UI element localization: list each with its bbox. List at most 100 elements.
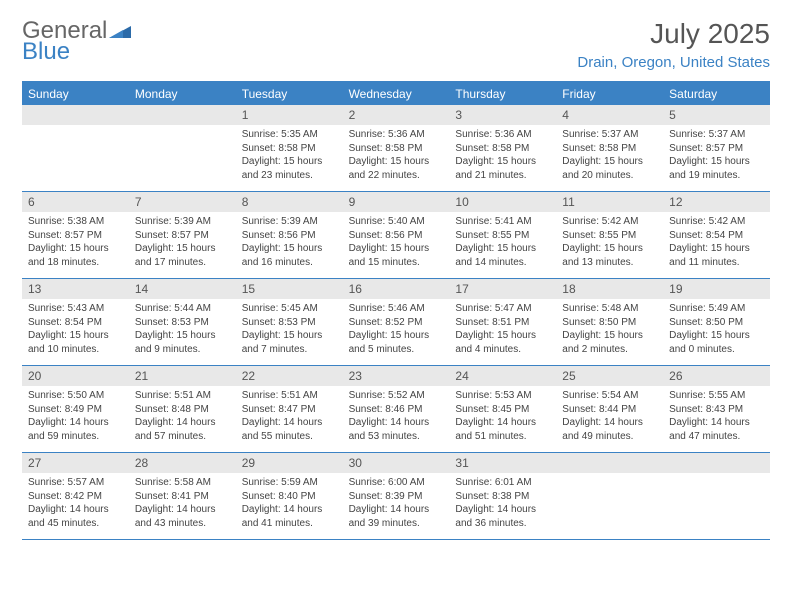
day-of-week-row: SundayMondayTuesdayWednesdayThursdayFrid… — [22, 83, 770, 105]
day-number — [129, 105, 236, 125]
logo: GeneralBlue — [22, 18, 131, 64]
sunrise-text: Sunrise: 5:39 AM — [135, 215, 230, 229]
day-number — [663, 453, 770, 473]
dow-sunday: Sunday — [22, 83, 129, 105]
sunset-text: Sunset: 8:48 PM — [135, 403, 230, 417]
day-details: Sunrise: 5:48 AMSunset: 8:50 PMDaylight:… — [556, 299, 663, 362]
daylight-text: Daylight: 15 hours and 19 minutes. — [669, 155, 764, 182]
title-block: July 2025 Drain, Oregon, United States — [577, 18, 770, 71]
day-details: Sunrise: 5:57 AMSunset: 8:42 PMDaylight:… — [22, 473, 129, 536]
day-details: Sunrise: 5:35 AMSunset: 8:58 PMDaylight:… — [236, 125, 343, 188]
sunrise-text: Sunrise: 5:37 AM — [562, 128, 657, 142]
day-cell: 24Sunrise: 5:53 AMSunset: 8:45 PMDayligh… — [449, 366, 556, 452]
day-details: Sunrise: 6:01 AMSunset: 8:38 PMDaylight:… — [449, 473, 556, 536]
day-number: 7 — [129, 192, 236, 212]
daylight-text: Daylight: 14 hours and 59 minutes. — [28, 416, 123, 443]
daylight-text: Daylight: 15 hours and 2 minutes. — [562, 329, 657, 356]
dow-wednesday: Wednesday — [343, 83, 450, 105]
day-cell: 11Sunrise: 5:42 AMSunset: 8:55 PMDayligh… — [556, 192, 663, 278]
day-cell: 22Sunrise: 5:51 AMSunset: 8:47 PMDayligh… — [236, 366, 343, 452]
dow-tuesday: Tuesday — [236, 83, 343, 105]
empty-cell — [556, 453, 663, 539]
day-number: 14 — [129, 279, 236, 299]
day-number: 26 — [663, 366, 770, 386]
day-details: Sunrise: 5:58 AMSunset: 8:41 PMDaylight:… — [129, 473, 236, 536]
day-number: 8 — [236, 192, 343, 212]
day-details: Sunrise: 5:50 AMSunset: 8:49 PMDaylight:… — [22, 386, 129, 449]
empty-cell — [663, 453, 770, 539]
day-number: 13 — [22, 279, 129, 299]
dow-saturday: Saturday — [663, 83, 770, 105]
day-details: Sunrise: 5:36 AMSunset: 8:58 PMDaylight:… — [343, 125, 450, 188]
sunrise-text: Sunrise: 5:35 AM — [242, 128, 337, 142]
daylight-text: Daylight: 15 hours and 4 minutes. — [455, 329, 550, 356]
day-number: 15 — [236, 279, 343, 299]
sunset-text: Sunset: 8:40 PM — [242, 490, 337, 504]
day-cell: 29Sunrise: 5:59 AMSunset: 8:40 PMDayligh… — [236, 453, 343, 539]
sunrise-text: Sunrise: 5:52 AM — [349, 389, 444, 403]
day-number: 10 — [449, 192, 556, 212]
day-cell: 14Sunrise: 5:44 AMSunset: 8:53 PMDayligh… — [129, 279, 236, 365]
month-title: July 2025 — [577, 18, 770, 50]
day-number: 20 — [22, 366, 129, 386]
sunset-text: Sunset: 8:54 PM — [28, 316, 123, 330]
sunrise-text: Sunrise: 5:47 AM — [455, 302, 550, 316]
day-number: 6 — [22, 192, 129, 212]
day-number: 18 — [556, 279, 663, 299]
daylight-text: Daylight: 14 hours and 57 minutes. — [135, 416, 230, 443]
daylight-text: Daylight: 14 hours and 53 minutes. — [349, 416, 444, 443]
sunrise-text: Sunrise: 6:01 AM — [455, 476, 550, 490]
sunrise-text: Sunrise: 5:42 AM — [669, 215, 764, 229]
sunset-text: Sunset: 8:39 PM — [349, 490, 444, 504]
sunset-text: Sunset: 8:57 PM — [28, 229, 123, 243]
day-details: Sunrise: 5:37 AMSunset: 8:57 PMDaylight:… — [663, 125, 770, 188]
day-cell: 8Sunrise: 5:39 AMSunset: 8:56 PMDaylight… — [236, 192, 343, 278]
day-details: Sunrise: 5:51 AMSunset: 8:48 PMDaylight:… — [129, 386, 236, 449]
daylight-text: Daylight: 15 hours and 18 minutes. — [28, 242, 123, 269]
daylight-text: Daylight: 15 hours and 0 minutes. — [669, 329, 764, 356]
day-number: 31 — [449, 453, 556, 473]
daylight-text: Daylight: 15 hours and 22 minutes. — [349, 155, 444, 182]
day-details: Sunrise: 5:55 AMSunset: 8:43 PMDaylight:… — [663, 386, 770, 449]
day-cell: 31Sunrise: 6:01 AMSunset: 8:38 PMDayligh… — [449, 453, 556, 539]
empty-cell — [22, 105, 129, 191]
sunrise-text: Sunrise: 5:42 AM — [562, 215, 657, 229]
day-cell: 2Sunrise: 5:36 AMSunset: 8:58 PMDaylight… — [343, 105, 450, 191]
day-number: 19 — [663, 279, 770, 299]
day-details: Sunrise: 5:49 AMSunset: 8:50 PMDaylight:… — [663, 299, 770, 362]
daylight-text: Daylight: 15 hours and 7 minutes. — [242, 329, 337, 356]
daylight-text: Daylight: 14 hours and 39 minutes. — [349, 503, 444, 530]
day-cell: 4Sunrise: 5:37 AMSunset: 8:58 PMDaylight… — [556, 105, 663, 191]
daylight-text: Daylight: 15 hours and 5 minutes. — [349, 329, 444, 356]
sunset-text: Sunset: 8:46 PM — [349, 403, 444, 417]
location: Drain, Oregon, United States — [577, 54, 770, 71]
daylight-text: Daylight: 14 hours and 51 minutes. — [455, 416, 550, 443]
sunrise-text: Sunrise: 5:46 AM — [349, 302, 444, 316]
day-cell: 1Sunrise: 5:35 AMSunset: 8:58 PMDaylight… — [236, 105, 343, 191]
day-cell: 16Sunrise: 5:46 AMSunset: 8:52 PMDayligh… — [343, 279, 450, 365]
day-details: Sunrise: 5:42 AMSunset: 8:54 PMDaylight:… — [663, 212, 770, 275]
day-details: Sunrise: 5:41 AMSunset: 8:55 PMDaylight:… — [449, 212, 556, 275]
sunrise-text: Sunrise: 5:51 AM — [242, 389, 337, 403]
sunset-text: Sunset: 8:58 PM — [455, 142, 550, 156]
day-number: 25 — [556, 366, 663, 386]
daylight-text: Daylight: 15 hours and 17 minutes. — [135, 242, 230, 269]
day-cell: 10Sunrise: 5:41 AMSunset: 8:55 PMDayligh… — [449, 192, 556, 278]
daylight-text: Daylight: 14 hours and 55 minutes. — [242, 416, 337, 443]
day-number: 3 — [449, 105, 556, 125]
sunrise-text: Sunrise: 5:36 AM — [455, 128, 550, 142]
sunset-text: Sunset: 8:45 PM — [455, 403, 550, 417]
sunrise-text: Sunrise: 5:54 AM — [562, 389, 657, 403]
day-details: Sunrise: 5:39 AMSunset: 8:56 PMDaylight:… — [236, 212, 343, 275]
sunset-text: Sunset: 8:56 PM — [242, 229, 337, 243]
day-cell: 28Sunrise: 5:58 AMSunset: 8:41 PMDayligh… — [129, 453, 236, 539]
day-cell: 12Sunrise: 5:42 AMSunset: 8:54 PMDayligh… — [663, 192, 770, 278]
day-details: Sunrise: 5:39 AMSunset: 8:57 PMDaylight:… — [129, 212, 236, 275]
daylight-text: Daylight: 15 hours and 20 minutes. — [562, 155, 657, 182]
day-cell: 15Sunrise: 5:45 AMSunset: 8:53 PMDayligh… — [236, 279, 343, 365]
sunset-text: Sunset: 8:57 PM — [135, 229, 230, 243]
sunset-text: Sunset: 8:52 PM — [349, 316, 444, 330]
daylight-text: Daylight: 15 hours and 11 minutes. — [669, 242, 764, 269]
day-cell: 9Sunrise: 5:40 AMSunset: 8:56 PMDaylight… — [343, 192, 450, 278]
day-cell: 19Sunrise: 5:49 AMSunset: 8:50 PMDayligh… — [663, 279, 770, 365]
